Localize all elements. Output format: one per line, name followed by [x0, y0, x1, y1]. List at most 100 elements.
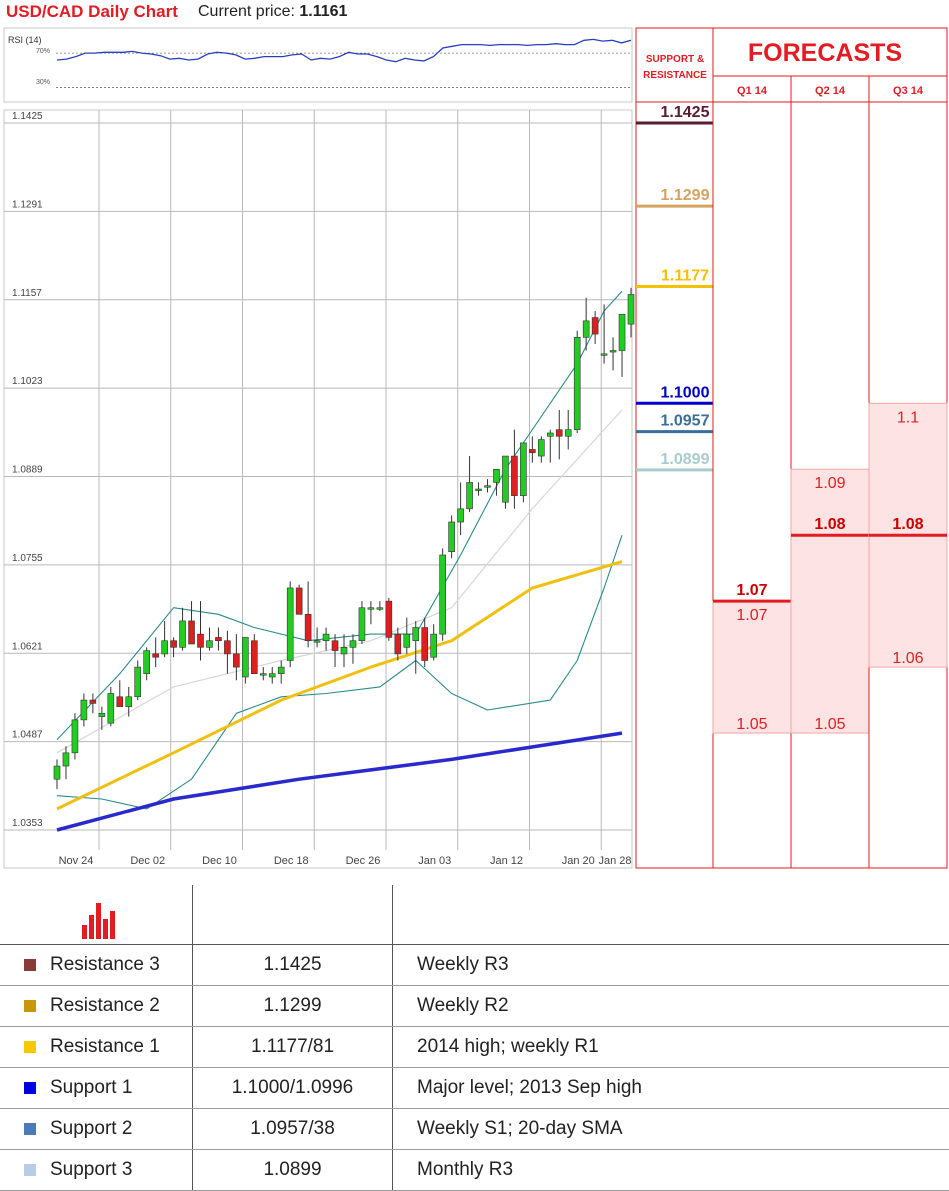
candle-body	[134, 666, 142, 698]
level-note: 2014 high; weekly R1	[392, 1027, 949, 1067]
table-row: Support 2 1.0957/38 Weekly S1; 20-day SMA	[0, 1109, 949, 1150]
rsi-panel	[3, 27, 633, 103]
candle-body	[376, 607, 384, 610]
level-note: Major level; 2013 Sep high	[392, 1068, 949, 1108]
x-tick-label: Jan 03	[418, 855, 451, 867]
candle-body	[251, 640, 258, 674]
candle-body	[529, 449, 536, 454]
candle-body	[161, 640, 168, 655]
candle-body	[582, 320, 590, 338]
candle-body	[555, 429, 563, 437]
y-tick-label: 1.1425	[12, 111, 43, 122]
x-tick-label: Dec 26	[346, 855, 381, 867]
x-tick-label: Dec 18	[274, 855, 309, 867]
candle-body	[564, 429, 572, 437]
level-name: Resistance 2	[50, 995, 160, 1016]
forecast-column-label: Q1 14	[737, 85, 768, 97]
forecast-column-label: Q3 14	[893, 85, 924, 97]
y-tick-label: 1.1157	[12, 288, 42, 299]
candle-body	[627, 294, 635, 325]
candle-body	[394, 633, 402, 655]
candle-body	[546, 432, 554, 437]
chart-svg: RSI (14) 70% 30% 1.1425 1.1291 1.1157 1.1023 1.…	[3, 27, 948, 869]
candle-body	[152, 653, 159, 658]
candle-body	[89, 699, 97, 704]
candle-body	[53, 765, 61, 780]
level-color-swatch	[24, 1164, 36, 1176]
candle-body	[340, 647, 348, 655]
y-tick-label: 1.0889	[12, 465, 43, 476]
candle-body	[618, 313, 626, 351]
level-name: Resistance 1	[50, 1036, 160, 1057]
candle-body	[439, 554, 446, 635]
candle-body	[412, 627, 420, 642]
forecast-range-band	[712, 600, 792, 734]
level-name-cell: Resistance 1	[0, 1027, 192, 1067]
y-tick-label: 1.0755	[12, 553, 43, 564]
main-plot-frame	[3, 109, 633, 869]
candle-body	[358, 607, 366, 642]
candle-body	[277, 666, 285, 674]
candle-body	[600, 353, 608, 356]
rsi-label: RSI (14)	[8, 35, 42, 45]
candle-body	[322, 633, 330, 642]
sr-level-value: 1.0899	[661, 451, 710, 468]
forecast-median-value: 1.07	[736, 582, 767, 599]
candle-body	[125, 696, 133, 707]
candle-body	[295, 587, 303, 615]
candle-body	[268, 673, 276, 678]
level-name: Support 3	[50, 1159, 133, 1180]
candle-body	[116, 696, 124, 707]
sr-level-value: 1.1425	[661, 104, 710, 121]
candle-body	[484, 485, 491, 488]
candle-body	[107, 693, 115, 724]
y-tick-label: 1.1023	[12, 376, 43, 387]
sr-level-value: 1.1299	[661, 187, 710, 204]
candle-body	[206, 640, 213, 648]
forecast-high-value: 1.07	[736, 607, 767, 624]
chart-title: USD/CAD Daily Chart	[6, 2, 178, 21]
candle-body	[502, 455, 509, 503]
level-color-swatch	[24, 1000, 36, 1012]
candle-body	[170, 640, 177, 648]
level-value: 1.1299	[192, 986, 392, 1026]
current-price-value: 1.1161	[299, 3, 348, 20]
table-header-row	[0, 885, 949, 945]
candle-body	[179, 620, 186, 648]
table-row: Support 3 1.0899 Monthly R3	[0, 1150, 949, 1191]
chart-area: USD/CAD Daily Chart Current price: 1.116…	[3, 2, 948, 869]
level-name-cell: Support 1	[0, 1068, 192, 1108]
sma-yellow-line	[56, 560, 623, 811]
x-tick-label: Jan 12	[490, 855, 523, 867]
table-row: Resistance 1 1.1177/81 2014 high; weekly R…	[0, 1027, 949, 1068]
level-name-cell: Support 3	[0, 1150, 192, 1190]
level-value: 1.1000/1.0996	[192, 1068, 392, 1108]
level-color-swatch	[24, 1082, 36, 1094]
x-tick-label: Dec 10	[202, 855, 237, 867]
forecast-high-value: 1.1	[897, 409, 919, 426]
table-row: Resistance 3 1.1425 Weekly R3	[0, 945, 949, 986]
y-tick-label: 1.1291	[12, 199, 43, 210]
sma-grey-line	[56, 409, 623, 754]
sr-level-value: 1.1177	[661, 268, 709, 285]
candle-body	[511, 455, 518, 496]
level-value: 1.0957/38	[192, 1109, 392, 1149]
level-color-swatch	[24, 959, 36, 971]
forecast-median-value: 1.08	[814, 516, 845, 533]
candle-body	[421, 627, 429, 661]
bollinger-upper-line	[56, 290, 623, 740]
candle-body	[448, 521, 455, 552]
candle-body	[259, 673, 267, 676]
x-tick-label: Jan 28	[598, 855, 631, 867]
level-name-cell: Resistance 2	[0, 986, 192, 1026]
level-note: Weekly S1; 20-day SMA	[392, 1109, 949, 1149]
forecast-column-label: Q2 14	[815, 85, 846, 97]
forecast-median-value: 1.08	[892, 516, 923, 533]
rsi-level-30: 30%	[36, 79, 50, 86]
level-value: 1.1425	[192, 945, 392, 985]
bar-chart-logo-icon	[82, 903, 120, 939]
y-tick-label: 1.0487	[12, 730, 43, 741]
candle-body	[224, 640, 231, 655]
forecast-high-value: 1.09	[814, 475, 845, 492]
candle-body	[98, 712, 106, 717]
